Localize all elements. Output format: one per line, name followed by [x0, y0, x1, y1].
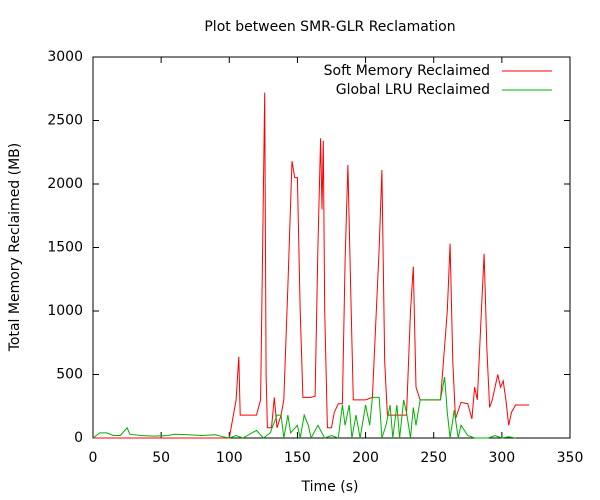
x-tick-label: 350 — [557, 450, 584, 466]
x-axis-label: Time (s) — [301, 479, 359, 495]
x-tick-label: 300 — [488, 450, 515, 466]
y-tick-label: 0 — [74, 430, 83, 446]
legend-label: Global LRU Reclaimed — [336, 82, 490, 98]
x-tick-label: 250 — [420, 450, 447, 466]
data-line — [93, 92, 530, 439]
y-tick-label: 2000 — [47, 176, 83, 192]
x-tick-label: 150 — [284, 450, 311, 466]
x-tick-label: 0 — [89, 450, 98, 466]
y-tick-label: 2500 — [47, 113, 83, 129]
plot-frame — [92, 56, 571, 439]
y-tick-label: 1000 — [47, 303, 83, 319]
x-tick-label: 50 — [152, 450, 170, 466]
y-tick-label: 1500 — [47, 240, 83, 256]
y-tick-label: 3000 — [47, 49, 83, 65]
x-tick-label: 100 — [216, 450, 243, 466]
legend-label: Soft Memory Reclaimed — [324, 63, 490, 79]
x-tick-label: 200 — [352, 450, 379, 466]
y-axis-label: Total Memory Reclaimed (MB) — [7, 143, 23, 353]
y-tick-label: 500 — [56, 367, 83, 383]
data-line — [92, 376, 516, 440]
chart-title: Plot between SMR-GLR Reclamation — [204, 19, 455, 35]
